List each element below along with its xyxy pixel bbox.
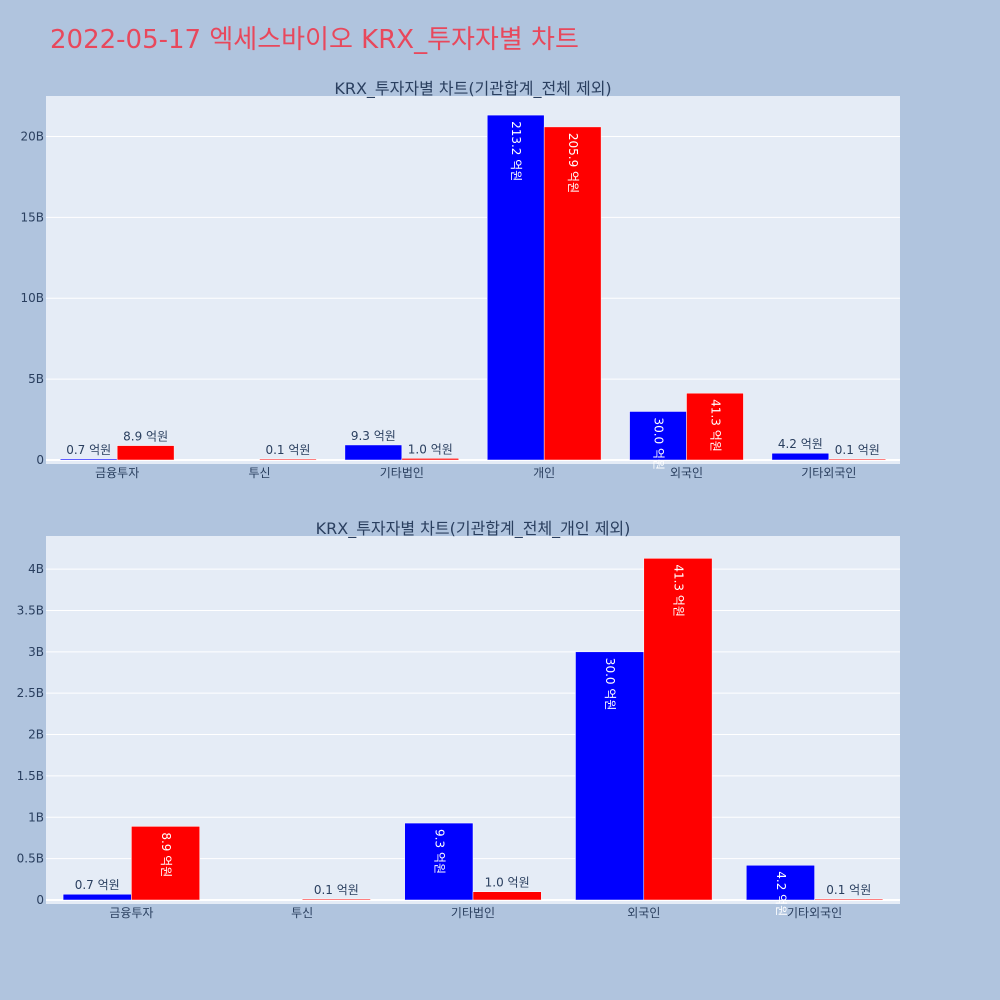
x-tick-label: 기타법인 [451,906,495,920]
x-tick-label: 기타법인 [380,466,424,480]
data-label: 9.3 억원 [351,429,396,443]
data-label: 0.1 억원 [265,443,310,457]
y-tick-label: 0.5B [17,852,44,866]
bar [814,898,884,901]
chart-all-investors: KRX_투자자별 차트(기관합계_전체 제외) 0 5B 10B 15B 20B 금융투자 0… [20,79,900,480]
x-tick-label: 기타외국인 [787,906,842,920]
x-tick-label: 투신 [248,466,270,480]
data-label: 41.3 억원 [708,399,722,452]
bar [344,444,403,461]
y-tick-label: 5B [28,372,44,386]
y-tick-label: 2.5B [17,686,44,700]
bar [404,822,474,901]
y-tick-label: 0 [36,893,44,907]
bar [62,893,132,901]
y-tick-label: 4B [28,562,44,576]
bar [486,114,545,461]
bar [746,865,815,901]
x-tick-label: 개인 [533,466,555,480]
y-tick-label: 2B [28,728,44,742]
bar [828,458,887,461]
y-tick-label: 20B [20,129,44,143]
plot-area [46,96,900,464]
bar [116,445,175,461]
data-label: 30.0 억원 [603,658,617,711]
y-tick-label: 1B [28,810,44,824]
x-tick-label: 기타외국인 [801,466,856,480]
bar [686,392,744,461]
y-tick-label: 1.5B [17,769,44,783]
chart-title: KRX_투자자별 차트(기관합계_전체 제외) [334,79,611,99]
bar [629,411,687,461]
bar [131,826,200,901]
bar [472,891,542,901]
x-tick-label: 외국인 [670,466,703,480]
data-label: 41.3 억원 [671,564,685,617]
data-label: 0.7 억원 [66,443,111,457]
data-label: 0.1 억원 [826,883,871,897]
bar [543,126,602,461]
bar [643,558,713,901]
y-tick-label: 3.5B [17,603,44,617]
bar [575,651,645,901]
y-tick-label: 0 [36,453,44,467]
bar [771,452,830,461]
x-tick-label: 투신 [291,906,313,920]
data-label: 0.1 억원 [314,883,359,897]
page-title: 2022-05-17 엑세스바이오 KRX_투자자별 차트 [50,25,579,55]
data-label: 8.9 억원 [159,832,173,877]
data-label: 8.9 억원 [123,430,168,444]
y-tick-label: 10B [20,291,44,305]
data-label: 205.9 억원 [566,133,580,193]
data-label: 9.3 억원 [432,829,446,874]
data-label: 1.0 억원 [485,876,530,890]
data-label: 0.1 억원 [835,443,880,457]
y-tick-label: 15B [20,210,44,224]
x-tick-label: 금융투자 [95,466,139,480]
bar [59,458,118,461]
chart-title: KRX_투자자별 차트(기관합계_전체_개인 제외) [316,519,631,539]
bar [259,458,317,461]
bar [301,898,371,901]
data-label: 1.0 억원 [408,442,453,456]
data-label: 30.0 억원 [652,417,666,470]
data-label: 4.2 억원 [778,437,823,451]
data-label: 0.7 억원 [75,878,120,892]
y-tick-label: 3B [28,645,44,659]
x-tick-label: 금융투자 [109,906,153,920]
data-label: 4.2 억원 [774,871,788,916]
bar [401,458,460,461]
chart-excluding-individual: KRX_투자자별 차트(기관합계_전체_개인 제외) 0 0.5B 1B 1.5B 2B 2… [17,519,900,920]
data-label: 213.2 억원 [509,121,523,181]
x-tick-label: 외국인 [627,906,660,920]
